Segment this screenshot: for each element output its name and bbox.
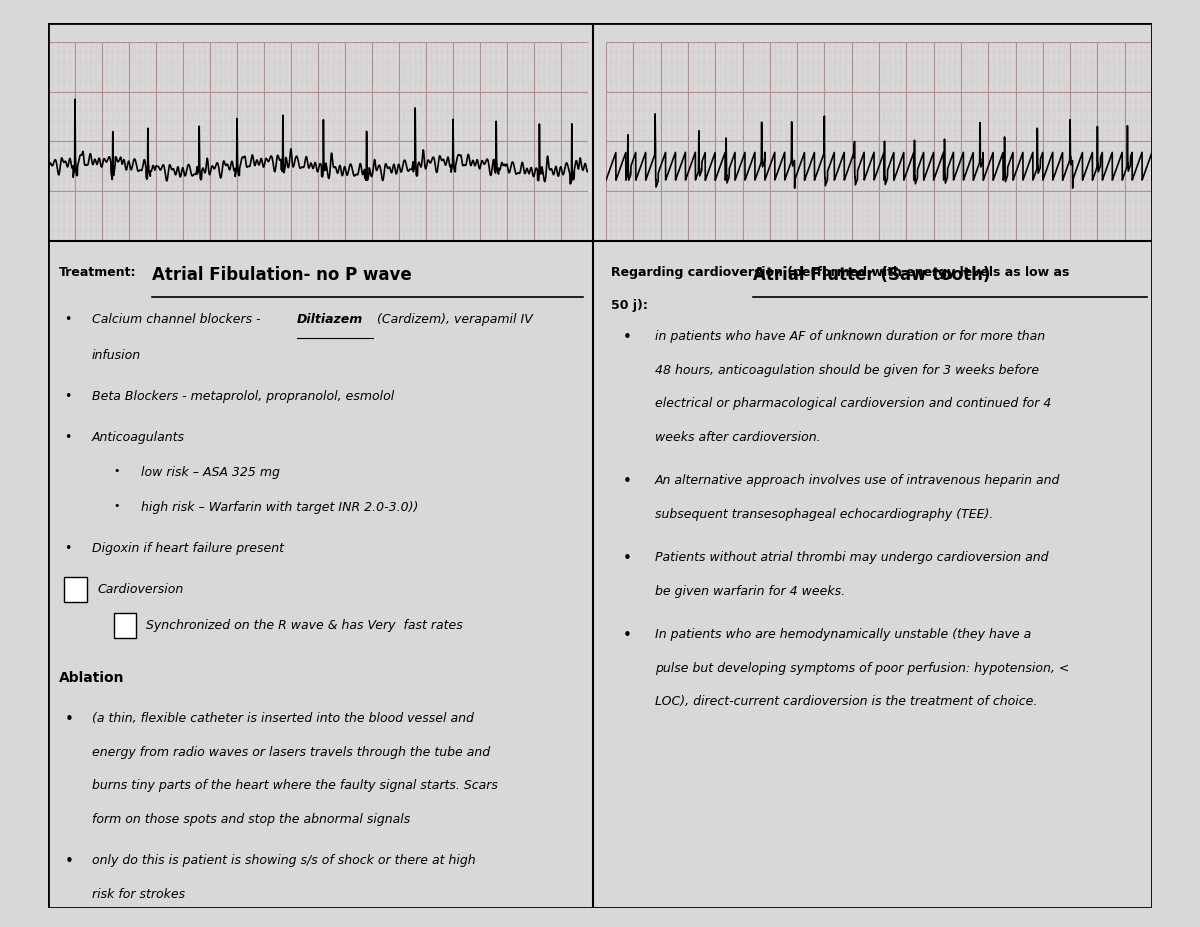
Text: Digoxin if heart failure present: Digoxin if heart failure present [91,542,283,555]
Text: Regarding cardioversion (performed with energy levels as low as: Regarding cardioversion (performed with … [612,265,1070,278]
Text: 50 j):: 50 j): [612,299,648,312]
Text: high risk – Warfarin with target INR 2.0-3.0)): high risk – Warfarin with target INR 2.0… [140,501,418,514]
Text: weeks after cardioversion.: weeks after cardioversion. [655,431,821,444]
Text: pulse but developing symptoms of poor perfusion: hypotension, <: pulse but developing symptoms of poor pe… [655,662,1069,675]
Text: Treatment:: Treatment: [59,265,137,278]
Text: form on those spots and stop the abnormal signals: form on those spots and stop the abnorma… [91,813,410,826]
Text: Patients without atrial thrombi may undergo cardioversion and: Patients without atrial thrombi may unde… [655,552,1049,565]
Text: In patients who are hemodynamically unstable (they have a: In patients who are hemodynamically unst… [655,628,1031,641]
Text: burns tiny parts of the heart where the faulty signal starts. Scars: burns tiny parts of the heart where the … [91,780,498,793]
Text: LOC), direct-current cardioversion is the treatment of choice.: LOC), direct-current cardioversion is th… [655,695,1038,708]
Text: be given warfarin for 4 weeks.: be given warfarin for 4 weeks. [655,585,845,598]
Text: •: • [65,854,73,869]
Text: •: • [65,312,72,325]
Text: electrical or pharmacological cardioversion and continued for 4: electrical or pharmacological cardiovers… [655,398,1051,411]
Bar [114,613,137,638]
Text: Calcium channel blockers -: Calcium channel blockers - [91,312,260,325]
Text: •: • [65,712,73,727]
Text: Ablation: Ablation [59,671,125,685]
Text: Atrial Fibulation- no P wave: Atrial Fibulation- no P wave [151,265,412,284]
Text: •: • [623,330,631,345]
Text: Cardioversion: Cardioversion [97,583,184,596]
Text: only do this is patient is showing s/s of shock or there at high: only do this is patient is showing s/s o… [91,854,475,867]
Text: •: • [114,501,120,511]
Text: •: • [65,431,72,444]
Text: low risk – ASA 325 mg: low risk – ASA 325 mg [140,466,280,479]
Text: Diltiazem: Diltiazem [296,312,364,325]
Text: •: • [623,552,631,566]
Text: An alternative approach involves use of intravenous heparin and: An alternative approach involves use of … [655,475,1061,488]
Text: •: • [114,466,120,476]
Bar [65,577,88,602]
Text: Atrial Flutter (Saw tooth): Atrial Flutter (Saw tooth) [754,265,991,284]
Text: (a thin, flexible catheter is inserted into the blood vessel and: (a thin, flexible catheter is inserted i… [91,712,474,725]
Text: in patients who have AF of unknown duration or for more than: in patients who have AF of unknown durat… [655,330,1045,343]
Text: 48 hours, anticoagulation should be given for 3 weeks before: 48 hours, anticoagulation should be give… [655,363,1039,376]
Text: subsequent transesophageal echocardiography (TEE).: subsequent transesophageal echocardiogra… [655,508,994,521]
Text: Anticoagulants: Anticoagulants [91,431,185,444]
Text: (Cardizem), verapamil IV: (Cardizem), verapamil IV [373,312,533,325]
Text: energy from radio waves or lasers travels through the tube and: energy from radio waves or lasers travel… [91,745,490,758]
Text: •: • [623,475,631,489]
Text: Synchronized on the R wave & has Very  fast rates: Synchronized on the R wave & has Very fa… [146,619,463,632]
Text: Beta Blockers - metaprolol, propranolol, esmolol: Beta Blockers - metaprolol, propranolol,… [91,390,394,403]
Text: infusion: infusion [91,349,140,362]
Text: •: • [623,628,631,643]
Text: •: • [65,390,72,403]
Text: risk for strokes: risk for strokes [91,888,185,901]
Text: •: • [65,542,72,555]
